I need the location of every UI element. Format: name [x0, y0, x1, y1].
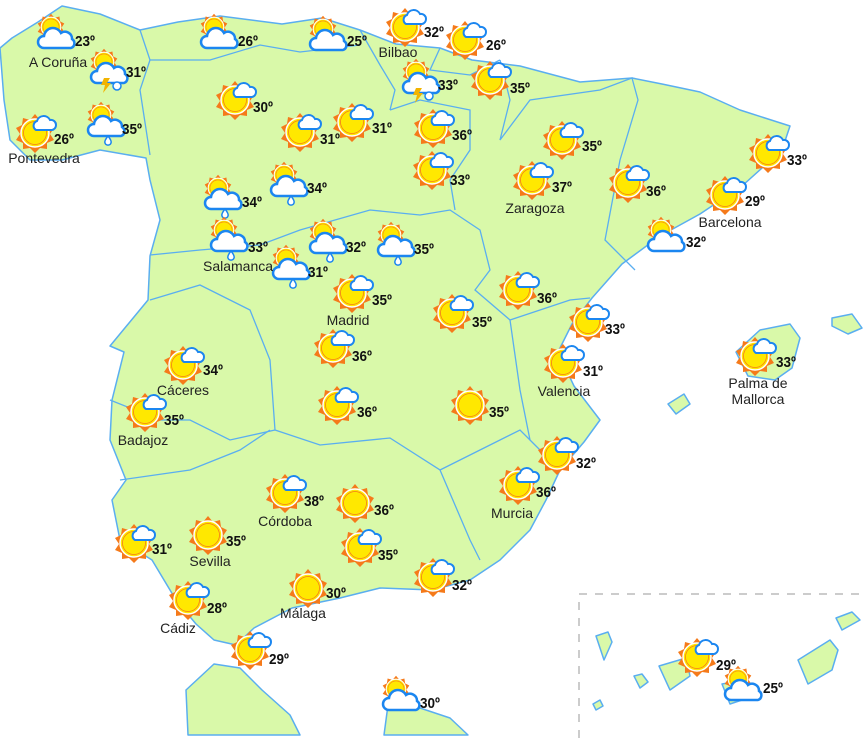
temperature-label: 35º: [164, 412, 184, 429]
canary-inset-frame: [578, 593, 866, 740]
city-label: A Coruña: [28, 54, 88, 70]
temperature-label: 33º: [787, 152, 807, 169]
temperature-label: 26º: [54, 131, 74, 148]
city-label: Madrid: [326, 312, 370, 328]
temperature-label: 29º: [716, 657, 736, 674]
temperature-label: 30º: [326, 585, 346, 602]
temperature-label: 31º: [152, 541, 172, 558]
temperature-label: 35º: [582, 138, 602, 155]
temperature-label: 34º: [242, 194, 262, 211]
temperature-label: 31º: [583, 363, 603, 380]
temperature-label: 36º: [352, 348, 372, 365]
temperature-label: 35º: [510, 80, 530, 97]
menorca: [831, 313, 863, 335]
temperature-label: 31º: [308, 264, 328, 281]
temperature-label: 35º: [414, 241, 434, 258]
sun-cloud-weather-icon: [386, 8, 426, 47]
city-label: Cáceres: [156, 382, 210, 398]
canary-island: [595, 631, 613, 661]
canary-island: [797, 639, 839, 685]
temperature-label: 36º: [646, 183, 666, 200]
temperature-label: 35º: [122, 121, 142, 138]
temperature-label: 37º: [552, 179, 572, 196]
temperature-label: 36º: [537, 290, 557, 307]
temperature-label: 25º: [347, 33, 367, 50]
city-label: Palma de Mallorca: [728, 375, 788, 407]
temperature-label: 34º: [203, 362, 223, 379]
temperature-label: 30º: [420, 695, 440, 712]
city-label: Bilbao: [378, 44, 418, 60]
temperature-label: 28º: [207, 600, 227, 617]
temperature-label: 32º: [346, 239, 366, 256]
city-label: Sevilla: [189, 553, 231, 569]
temperature-label: 32º: [576, 455, 596, 472]
temperature-label: 36º: [357, 404, 377, 421]
temperature-label: 31º: [320, 131, 340, 148]
cloud-sun-weather-icon: [383, 676, 420, 710]
temperature-label: 33º: [776, 354, 796, 371]
canary-island: [658, 657, 691, 691]
temperature-label: 34º: [307, 180, 327, 197]
temperature-label: 26º: [486, 37, 506, 54]
temperature-label: 32º: [686, 234, 706, 251]
canary-island: [835, 611, 861, 631]
melilla: [383, 704, 469, 736]
city-label: Barcelona: [698, 214, 762, 230]
temperature-label: 25º: [763, 680, 783, 697]
temperature-label: 35º: [226, 533, 246, 550]
temperature-label: 31º: [372, 120, 392, 137]
temperature-label: 35º: [378, 547, 398, 564]
city-label: Córdoba: [258, 513, 312, 529]
city-label: Cádiz: [160, 620, 196, 636]
temperature-label: 36º: [452, 127, 472, 144]
temperature-label: 31º: [126, 64, 146, 81]
temperature-label: 23º: [75, 33, 95, 50]
city-label: Salamanca: [202, 258, 274, 274]
city-label: Pontevedra: [8, 150, 80, 166]
temperature-label: 29º: [745, 193, 765, 210]
temperature-label: 38º: [304, 493, 324, 510]
city-label: Zaragoza: [505, 200, 565, 216]
ceuta: [185, 663, 301, 736]
temperature-label: 29º: [269, 651, 289, 668]
temperature-label: 36º: [536, 484, 556, 501]
temperature-label: 36º: [374, 502, 394, 519]
canary-island: [633, 673, 649, 689]
temperature-label: 33º: [248, 239, 268, 256]
temperature-label: 35º: [472, 314, 492, 331]
ibiza: [667, 393, 691, 415]
canary-island: [592, 699, 604, 711]
temperature-label: 33º: [450, 172, 470, 189]
temperature-label: 30º: [253, 99, 273, 116]
temperature-label: 32º: [452, 577, 472, 594]
temperature-label: 35º: [489, 404, 509, 421]
temperature-label: 35º: [372, 292, 392, 309]
temperature-label: 32º: [424, 24, 444, 41]
city-label: Valencia: [537, 383, 591, 399]
city-label: Málaga: [280, 605, 326, 621]
city-label: Badajoz: [117, 432, 169, 448]
city-label: Murcia: [490, 505, 534, 521]
region-borders: [109, 29, 639, 561]
temperature-label: 33º: [605, 321, 625, 338]
temperature-label: 33º: [438, 77, 458, 94]
temperature-label: 26º: [238, 33, 258, 50]
